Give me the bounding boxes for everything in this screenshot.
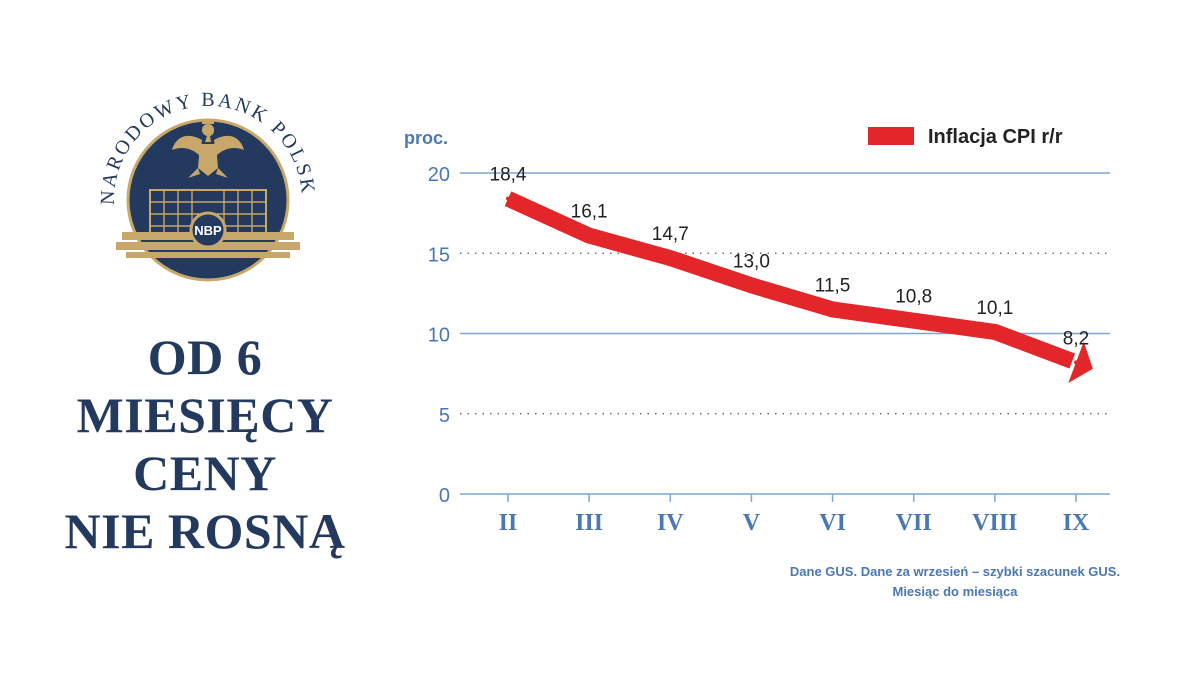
data-point bbox=[749, 283, 754, 288]
x-tick-label: VIII bbox=[972, 510, 1017, 536]
x-tick-label: V bbox=[743, 510, 761, 536]
y-tick-label: 0 bbox=[439, 485, 450, 507]
data-point bbox=[587, 233, 592, 238]
data-label: 18,4 bbox=[490, 165, 527, 186]
eagle-icon bbox=[172, 120, 244, 178]
x-tick-label: II bbox=[499, 510, 518, 536]
data-point bbox=[1074, 360, 1078, 365]
nbp-logo: NARODOWY BANK POLSKI NBP bbox=[92, 72, 317, 282]
data-label: 14,7 bbox=[652, 224, 689, 245]
headline-line-2: MIESIĘCY bbox=[76, 387, 334, 443]
y-tick-label: 15 bbox=[428, 244, 450, 266]
data-point bbox=[911, 318, 916, 323]
y-tick-label: 5 bbox=[439, 405, 450, 427]
legend-label: Inflacja CPI r/r bbox=[928, 126, 1063, 148]
data-label: 10,1 bbox=[976, 298, 1013, 319]
series-line-inflacja bbox=[504, 191, 1076, 369]
x-tick-label: IX bbox=[1063, 510, 1090, 536]
data-point bbox=[992, 329, 997, 334]
y-tick-label: 10 bbox=[428, 325, 450, 347]
data-label: 11,5 bbox=[815, 275, 851, 296]
y-axis-unit-label: proc. bbox=[404, 128, 448, 148]
headline-line-1: OD 6 bbox=[147, 329, 263, 385]
data-point bbox=[830, 307, 835, 312]
data-point bbox=[506, 196, 510, 201]
source-line-1: Dane GUS. Dane za wrzesień – szybki szac… bbox=[789, 564, 1121, 579]
y-tick-label: 20 bbox=[428, 164, 450, 186]
data-label: 8,2 bbox=[1063, 328, 1089, 349]
x-tick-label: VI bbox=[819, 510, 846, 536]
data-label: 16,1 bbox=[571, 202, 608, 223]
nbp-badge-text: NBP bbox=[194, 223, 222, 238]
x-tick-label: VII bbox=[896, 510, 932, 536]
headline: OD 6 MIESIĘCY CENY NIE ROSNĄ bbox=[40, 328, 370, 560]
x-tick-label: IV bbox=[657, 510, 684, 536]
source-line-2: Miesiąc do miesiąca bbox=[892, 584, 1018, 599]
data-point bbox=[668, 256, 673, 261]
x-tick-label: III bbox=[575, 510, 603, 536]
data-label: 13,0 bbox=[733, 251, 770, 272]
headline-line-4: NIE ROSNĄ bbox=[64, 503, 346, 559]
data-label: 10,8 bbox=[895, 287, 932, 308]
source-note: Dane GUS. Dane za wrzesień – szybki szac… bbox=[760, 562, 1150, 602]
series-arrowhead bbox=[1068, 341, 1093, 383]
legend-swatch bbox=[868, 127, 914, 145]
legend: Inflacja CPI r/r bbox=[868, 126, 1063, 148]
nbp-badge bbox=[189, 211, 227, 249]
headline-line-3: CENY bbox=[133, 445, 277, 501]
